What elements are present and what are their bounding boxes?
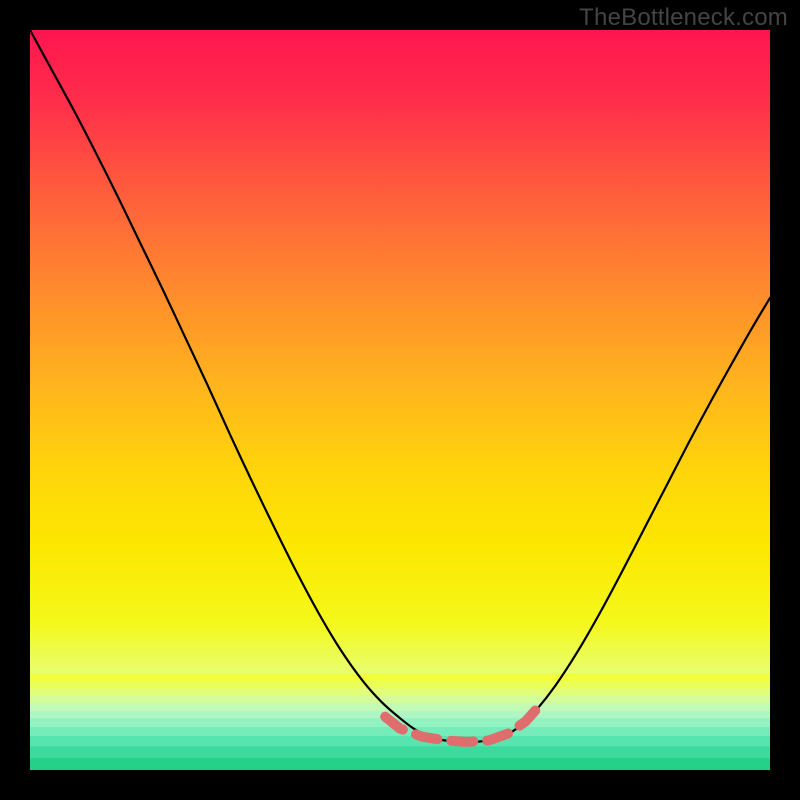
gradient-band <box>30 703 770 710</box>
gradient-band <box>30 736 770 746</box>
plot-area <box>30 30 770 770</box>
gradient-band <box>30 681 770 688</box>
bottleneck-curve <box>30 30 770 742</box>
gradient-band <box>30 674 770 681</box>
watermark-text: TheBottleneck.com <box>579 4 788 32</box>
gradient-band <box>30 746 770 758</box>
canvas: TheBottleneck.com <box>0 0 800 800</box>
gradient-band <box>30 689 770 696</box>
plot-overlay <box>30 30 770 770</box>
gradient-band <box>30 696 770 703</box>
gradient-band <box>30 758 770 770</box>
bottom-bands-group <box>30 674 770 770</box>
